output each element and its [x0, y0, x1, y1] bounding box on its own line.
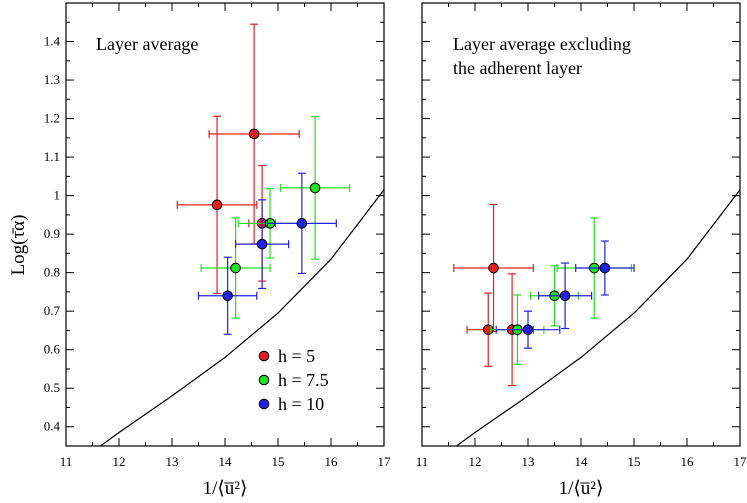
- x-tick-label: 17: [378, 454, 392, 469]
- data-point: [488, 262, 499, 274]
- reference-curve: [455, 189, 740, 446]
- y-tick-label: 1.1: [44, 149, 60, 164]
- x-tick-label: 13: [522, 454, 535, 469]
- x-tick-label: 15: [628, 454, 641, 469]
- x-tick-label: 14: [219, 454, 233, 469]
- reference-curve: [99, 189, 384, 446]
- legend-marker: [258, 350, 270, 362]
- data-point: [559, 290, 571, 302]
- x-tick-label: 17: [734, 454, 747, 469]
- x-tick-label: 16: [325, 454, 339, 469]
- data-point: [248, 128, 260, 140]
- legend-marker: [258, 374, 270, 386]
- y-axis-title: Log(τ̄α): [8, 215, 29, 276]
- series-h-10: [495, 240, 635, 349]
- data-point: [222, 290, 233, 302]
- data-point: [230, 262, 241, 274]
- y-tick-label: 0.9: [44, 226, 60, 241]
- y-tick-label: 0.7: [44, 303, 61, 318]
- data-point: [599, 262, 611, 274]
- legend-label: h = 5: [278, 346, 315, 366]
- panel-title-line: Layer average excluding: [453, 34, 631, 54]
- y-tick-label: 0.6: [44, 342, 61, 357]
- data-point: [256, 238, 268, 250]
- x-tick-label: 14: [575, 454, 589, 469]
- y-tick-label: 1: [54, 188, 61, 203]
- legend: h = 5 h = 7.5 h = 10: [258, 346, 329, 414]
- x-tick-label: 12: [469, 454, 482, 469]
- panel-title-line: the adherent layer: [453, 58, 582, 78]
- x-tick-label: 15: [272, 454, 285, 469]
- data-point: [296, 218, 308, 229]
- x-tick-label: 16: [681, 454, 695, 469]
- y-tick-label: 0.8: [44, 265, 60, 280]
- panel-2: 11 12 13 14 15 16 17 1/⟨u̅²⟩ Layer average exclu…: [416, 2, 747, 499]
- y-tick-label: 0.4: [44, 419, 61, 434]
- x-tick-label: 11: [416, 454, 429, 469]
- series-h-10: [197, 172, 337, 335]
- legend-label: h = 10: [278, 394, 324, 414]
- series-h-7-5: [200, 116, 351, 319]
- panel-title-line: Layer average: [96, 34, 198, 54]
- y-tick-label: 0.5: [44, 380, 60, 395]
- data-point: [309, 182, 321, 194]
- legend-marker: [258, 398, 270, 410]
- y-tick-label: 1.3: [44, 72, 60, 87]
- data-point: [211, 199, 223, 211]
- x-tick-label: 12: [113, 454, 126, 469]
- data-point: [522, 324, 534, 335]
- panels: 11 12 13 14 15 16 17 0.4 0.5 0.6 0.7 0.8 0.9 1 1.1 1.2 1…: [44, 2, 747, 499]
- y-tick-label: 1.2: [44, 111, 60, 126]
- x-tick-label: 13: [166, 454, 179, 469]
- series-h-5: [176, 23, 300, 295]
- x-axis-title: 1/⟨u̅²⟩: [203, 478, 248, 499]
- x-tick-label: 11: [60, 454, 73, 469]
- x-axis-title: 1/⟨u̅²⟩: [559, 478, 604, 499]
- y-tick-label: 1.4: [44, 34, 61, 49]
- legend-label: h = 7.5: [278, 370, 329, 390]
- panel-1: 11 12 13 14 15 16 17 0.4 0.5 0.6 0.7 0.8 0.9 1 1.1 1.2 1…: [44, 2, 392, 499]
